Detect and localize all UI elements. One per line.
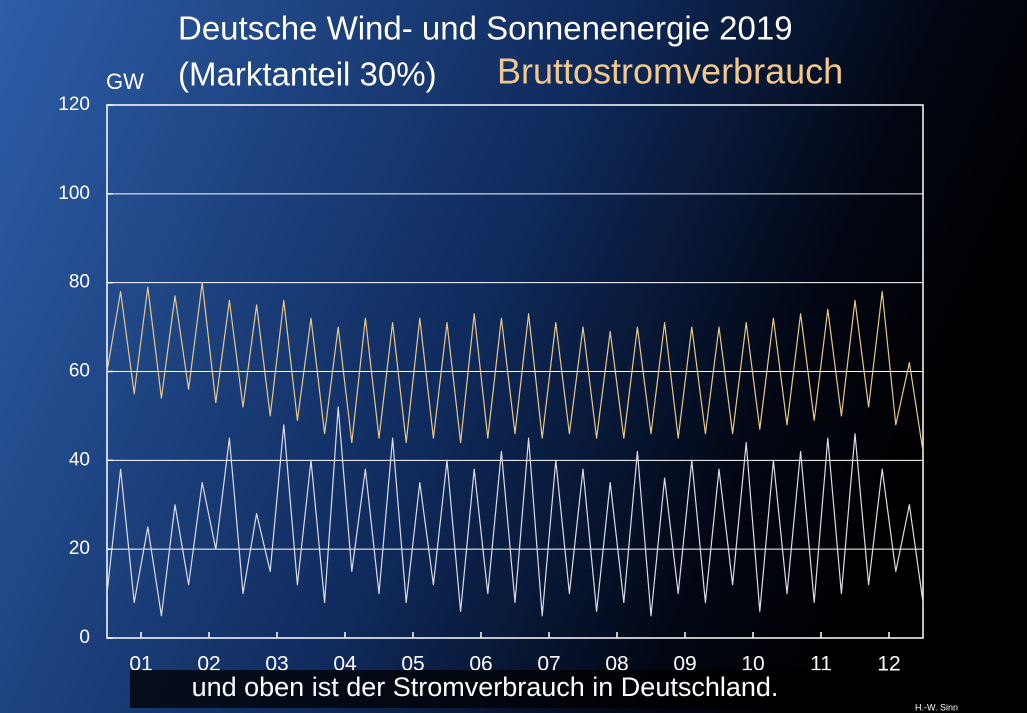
- y-tick-label: 80: [69, 272, 90, 293]
- series-line: [106, 406, 924, 617]
- chart-subtitle: (Marktanteil 30%): [178, 56, 437, 93]
- x-tick-label: 08: [605, 653, 628, 676]
- x-tick-label: 11: [810, 653, 832, 676]
- x-tick-label: 07: [537, 653, 560, 676]
- legend-label: Bruttostromverbrauch: [497, 51, 843, 92]
- y-tick-label: 20: [69, 538, 90, 559]
- x-tick-label: 06: [469, 653, 492, 676]
- x-tick-label: 12: [877, 653, 900, 676]
- x-tick-label: 09: [673, 653, 696, 676]
- y-tick-label: 100: [58, 183, 90, 204]
- x-tick-label: 10: [741, 653, 764, 676]
- x-tick-label: 04: [333, 653, 357, 676]
- x-tick-label: 02: [197, 653, 220, 676]
- plot-area: 0 20 40 60 80 100 120 01 02 03 04 05 06 07 08 09 10 11 12: [58, 94, 924, 676]
- x-tick-label: 05: [401, 653, 424, 676]
- x-tick-label: 03: [265, 653, 288, 676]
- x-tick-label: 01: [129, 653, 152, 676]
- series-line: [106, 282, 924, 452]
- caption: und oben ist der Stromverbrauch in Deuts…: [192, 672, 779, 702]
- credit: H.-W. Sinn: [915, 702, 958, 712]
- y-axis-label: GW: [106, 69, 144, 94]
- y-tick-label: 0: [79, 627, 90, 648]
- y-tick-label: 120: [58, 94, 90, 115]
- chart-title: Deutsche Wind- und Sonnenenergie 2019: [178, 10, 793, 47]
- caption-bg: [130, 670, 830, 708]
- y-tick-label: 60: [69, 361, 90, 382]
- y-tick-label: 40: [69, 449, 90, 470]
